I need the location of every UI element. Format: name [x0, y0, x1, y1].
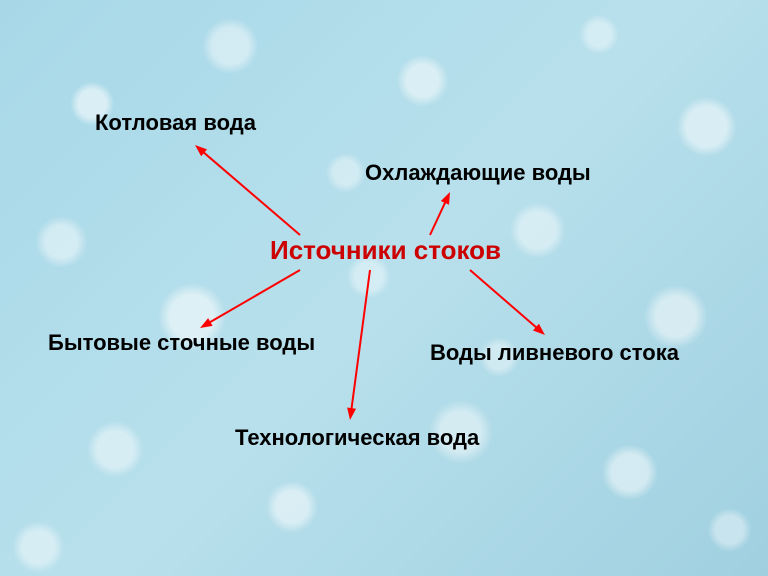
node-tech: Технологическая вода [235, 425, 479, 451]
node-domestic: Бытовые сточные воды [48, 330, 315, 356]
arrows-layer [0, 0, 768, 576]
center-node: Источники стоков [270, 235, 501, 266]
node-storm: Воды ливневого стока [430, 340, 679, 366]
diagram-stage: Источники стоков Котловая вода Охлаждающ… [0, 0, 768, 576]
node-boiler: Котловая вода [95, 110, 256, 136]
node-cooling: Охлаждающие воды [365, 160, 591, 186]
